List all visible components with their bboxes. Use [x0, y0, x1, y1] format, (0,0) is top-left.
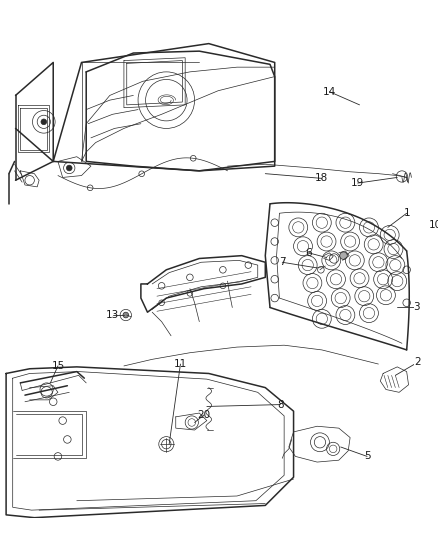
Text: 6: 6	[305, 248, 312, 258]
Text: 1: 1	[403, 208, 410, 218]
Circle shape	[340, 252, 347, 260]
Text: 15: 15	[51, 361, 64, 371]
Circle shape	[67, 165, 72, 171]
Text: 3: 3	[413, 303, 420, 312]
Text: 19: 19	[351, 178, 364, 188]
Circle shape	[123, 312, 129, 318]
Text: 5: 5	[364, 451, 371, 462]
Text: 13: 13	[106, 310, 119, 320]
Text: 2: 2	[415, 357, 421, 367]
Text: 11: 11	[174, 359, 187, 369]
Text: 8: 8	[277, 400, 284, 409]
Circle shape	[41, 119, 46, 125]
Text: 20: 20	[198, 410, 211, 420]
Text: 7: 7	[279, 257, 286, 267]
Text: 14: 14	[323, 87, 336, 96]
Text: 18: 18	[315, 173, 328, 183]
Text: 10: 10	[428, 220, 438, 230]
